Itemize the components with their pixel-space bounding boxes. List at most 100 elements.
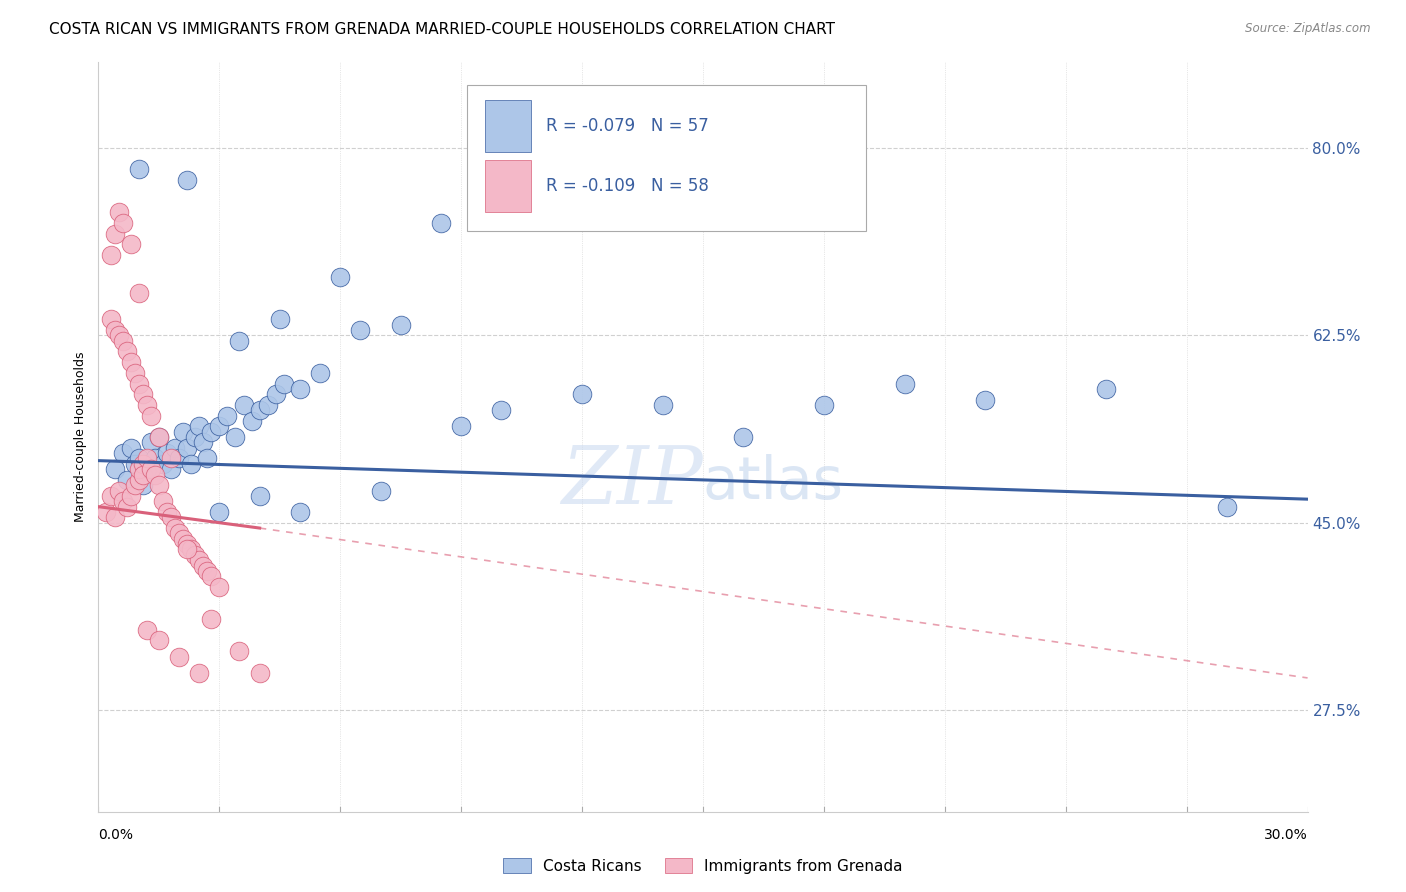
Point [107,328,129,343]
Point [132,467,155,482]
Point [430,216,453,230]
Point [103,227,125,241]
Point [128,162,150,177]
Point [128,473,150,487]
Point [389,318,412,332]
Point [143,451,166,466]
Point [288,382,311,396]
Point [176,441,198,455]
Point [135,451,157,466]
Point [111,334,134,348]
Point [176,173,198,187]
Point [132,478,155,492]
Point [240,414,263,428]
Point [135,462,157,476]
Point [135,398,157,412]
FancyBboxPatch shape [485,100,531,153]
Text: COSTA RICAN VS IMMIGRANTS FROM GRENADA MARRIED-COUPLE HOUSEHOLDS CORRELATION CHA: COSTA RICAN VS IMMIGRANTS FROM GRENADA M… [49,22,835,37]
FancyBboxPatch shape [485,160,531,212]
Point [491,403,513,417]
Point [228,334,250,348]
Point [273,376,295,391]
Point [103,510,125,524]
Point [120,441,142,455]
Point [329,269,352,284]
Point [100,489,122,503]
Point [148,478,170,492]
Point [124,366,146,380]
Point [160,510,183,524]
Point [200,425,222,439]
Point [100,248,122,262]
Point [208,419,231,434]
Point [100,312,122,326]
Point [200,612,222,626]
Point [128,285,150,300]
Point [893,376,915,391]
Point [200,569,222,583]
Point [176,537,198,551]
Point [193,558,215,573]
Point [132,457,155,471]
Point [148,633,170,648]
Point [143,467,166,482]
Point [128,376,150,391]
Y-axis label: Married-couple Households: Married-couple Households [75,351,87,523]
Point [188,419,211,434]
Point [167,451,190,466]
Point [188,553,211,567]
Point [120,237,142,252]
Point [163,441,186,455]
Point [1095,382,1118,396]
Point [107,205,129,219]
Point [172,532,194,546]
Point [111,446,134,460]
Point [160,462,183,476]
Point [571,387,593,401]
Point [115,500,138,514]
Point [232,398,254,412]
Point [249,665,271,680]
Point [1216,500,1239,514]
Point [228,644,250,658]
Point [160,451,183,466]
Point [128,451,150,466]
Point [370,483,392,498]
Text: ZIP: ZIP [561,443,703,521]
Point [172,425,194,439]
Point [156,446,179,460]
Point [139,409,162,423]
Point [208,580,231,594]
Point [188,665,211,680]
Point [163,521,186,535]
Point [135,623,157,637]
Point [249,403,271,417]
Point [148,430,170,444]
Text: R = -0.109   N = 58: R = -0.109 N = 58 [546,178,709,195]
Point [139,435,162,450]
Point [96,505,118,519]
Point [115,344,138,359]
Point [309,366,332,380]
Point [115,473,138,487]
Point [195,451,218,466]
Text: 0.0%: 0.0% [98,828,134,842]
Point [152,494,174,508]
Point [180,542,202,557]
Point [180,457,202,471]
Text: atlas: atlas [703,453,844,510]
Point [156,505,179,519]
Point [124,457,146,471]
Point [128,462,150,476]
Point [450,419,472,434]
Point [256,398,278,412]
Point [208,505,231,519]
Point [195,564,218,578]
Text: Source: ZipAtlas.com: Source: ZipAtlas.com [1246,22,1371,36]
Point [103,323,125,337]
Point [733,430,755,444]
Point [974,392,997,407]
Point [111,494,134,508]
Text: R = -0.079   N = 57: R = -0.079 N = 57 [546,117,709,135]
Point [167,526,190,541]
